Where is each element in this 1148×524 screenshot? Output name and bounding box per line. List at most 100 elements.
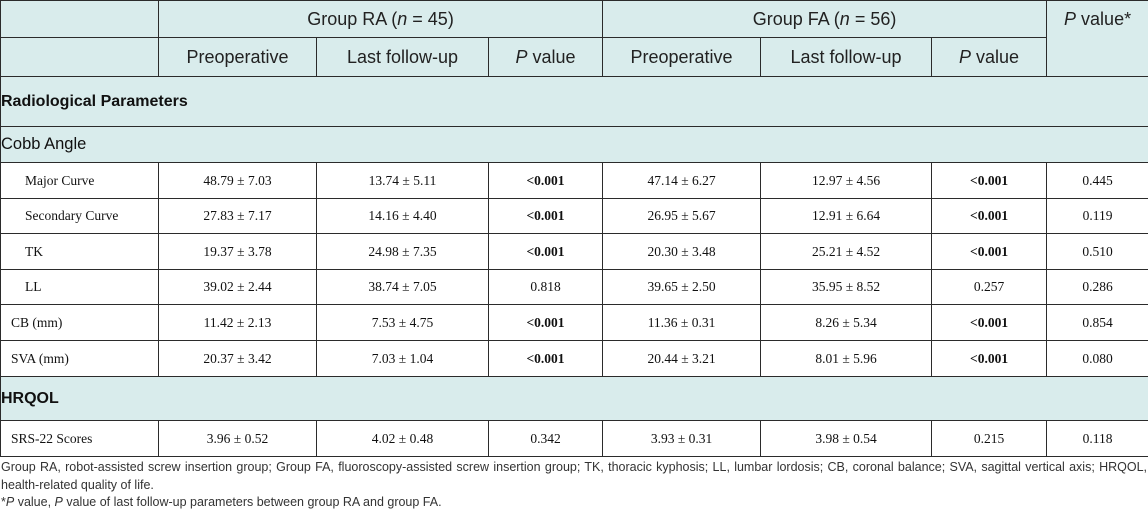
ra-last-followup-cell: 7.03 ± 1.04 [316,340,489,377]
ra-preoperative-cell: 11.42 ± 2.13 [158,304,317,341]
header-row-groups: Group RA (n = 45) Group FA (n = 56) P va… [0,0,1148,77]
header-fa-last-followup: Last follow-up [760,37,933,77]
fa-preoperative-cell: 26.95 ± 5.67 [602,198,762,234]
row-label: TK [0,233,159,270]
table-row: TK 19.37 ± 3.78 24.98 ± 7.35 <0.001 20.3… [0,233,1148,270]
group-fa-suffix: = 56) [849,8,897,29]
section-hrqol: HRQOL [0,376,1148,421]
ra-p-italic: P [515,46,528,67]
row-label: LL [0,269,159,305]
row-label: Major Curve [0,162,159,199]
ra-last-followup-cell: 13.74 ± 5.11 [316,162,489,199]
header-ra-preoperative: Preoperative [158,37,317,77]
fa-preoperative-cell: 20.30 ± 3.48 [602,233,762,270]
header-empty-cell-2 [0,37,159,77]
ra-last-followup-cell: 4.02 ± 0.48 [316,420,489,457]
group-ra-suffix: = 45) [407,8,454,29]
ra-p-value-cell: 0.342 [487,420,604,457]
ra-preoperative-cell: 20.37 ± 3.42 [158,340,317,377]
ra-last-followup-cell: 14.16 ± 4.40 [316,198,489,234]
group-ra-n: n [397,8,408,29]
between-group-p-cell: 0.854 [1046,304,1148,341]
footnote-rest: value of last follow-up parameters betwe… [62,495,442,509]
fa-p-value-cell: <0.001 [931,304,1048,341]
footnote-p-value: *P value, P value of last follow-up para… [1,494,1147,512]
table-row: SVA (mm) 20.37 ± 3.42 7.03 ± 1.04 <0.001… [0,340,1148,377]
row-label: SRS-22 Scores [0,420,159,457]
fa-last-followup-cell: 12.91 ± 6.64 [760,198,933,234]
header-empty-cell [0,0,159,38]
fa-p-value-cell: <0.001 [931,233,1048,270]
header-group-ra: Group RA (n = 45) [157,0,604,38]
group-ra-prefix: Group RA ( [307,8,398,29]
table-row: Major Curve 48.79 ± 7.03 13.74 ± 5.11 <0… [0,162,1148,199]
ra-preoperative-cell: 27.83 ± 7.17 [158,198,317,234]
fa-p-value-cell: 0.257 [931,269,1048,305]
between-group-p-cell: 0.080 [1046,340,1148,377]
ra-p-value-text: value [527,46,576,67]
row-label: CB (mm) [0,304,159,341]
footnote-star: * [1,495,6,509]
footnote-p1: P [5,495,15,509]
section-radiological-row: Radiological Parameters [0,76,1148,127]
section-radiological-parameters: Radiological Parameters [0,76,1148,127]
footnote-p2: P [54,495,63,509]
group-fa-n: n [839,8,850,29]
ra-last-followup-cell: 24.98 ± 7.35 [316,233,489,270]
table-row: LL 39.02 ± 2.44 38.74 ± 7.05 0.818 39.65… [0,269,1148,305]
section-cobb-angle: Cobb Angle [0,126,1148,163]
fa-last-followup-cell: 12.97 ± 4.56 [760,162,933,199]
fa-last-followup-cell: 8.01 ± 5.96 [760,340,933,377]
fa-p-value-cell: 0.215 [931,420,1048,457]
fa-p-italic: P [959,46,972,67]
ra-preoperative-cell: 19.37 ± 3.78 [158,233,317,270]
header-fa-preoperative: Preoperative [602,37,762,77]
fa-last-followup-cell: 25.21 ± 4.52 [760,233,933,270]
header-p-rest: value* [1076,9,1132,29]
fa-preoperative-cell: 3.93 ± 0.31 [602,420,762,457]
ra-last-followup-cell: 7.53 ± 4.75 [316,304,489,341]
fa-last-followup-cell: 3.98 ± 0.54 [760,420,933,457]
header-ra-last-followup: Last follow-up [316,37,489,77]
ra-last-followup-cell: 38.74 ± 7.05 [316,269,489,305]
ra-p-value-cell: <0.001 [487,304,604,341]
ra-p-value-cell: <0.001 [487,162,604,199]
fa-last-followup-cell: 35.95 ± 8.52 [760,269,933,305]
group-fa-prefix: Group FA ( [752,8,840,29]
row-label: SVA (mm) [0,340,159,377]
fa-preoperative-cell: 39.65 ± 2.50 [602,269,762,305]
section-cobb-row: Cobb Angle [0,126,1148,163]
fa-preoperative-cell: 20.44 ± 3.21 [602,340,762,377]
fa-p-value-text: value [971,46,1020,67]
ra-p-value-cell: <0.001 [487,340,604,377]
header-group-fa: Group FA (n = 56) [602,0,1048,38]
table-row: Secondary Curve 27.83 ± 7.17 14.16 ± 4.4… [0,198,1148,234]
row-label: Secondary Curve [0,198,159,234]
header-p-value-overall: P value* [1046,0,1148,77]
ra-p-value-cell: <0.001 [487,198,604,234]
section-hrqol-row: HRQOL [0,376,1148,421]
fa-preoperative-cell: 11.36 ± 0.31 [602,304,762,341]
fa-last-followup-cell: 8.26 ± 5.34 [760,304,933,341]
footnote-abbreviations: Group RA, robot-assisted screw insertion… [1,460,1147,492]
header-ra-p-value: P value [487,37,604,77]
fa-p-value-cell: <0.001 [931,198,1048,234]
header-row-columns: Preoperative Last follow-up P value Preo… [0,37,1148,77]
fa-preoperative-cell: 47.14 ± 6.27 [602,162,762,199]
table-row: SRS-22 Scores 3.96 ± 0.52 4.02 ± 0.48 0.… [0,420,1148,457]
ra-preoperative-cell: 48.79 ± 7.03 [158,162,317,199]
header-p-italic: P [1064,9,1077,29]
between-group-p-cell: 0.119 [1046,198,1148,234]
table-footnotes: Group RA, robot-assisted screw insertion… [1,459,1147,512]
results-table: Group RA (n = 45) Group FA (n = 56) P va… [0,0,1148,457]
between-group-p-cell: 0.286 [1046,269,1148,305]
between-group-p-cell: 0.445 [1046,162,1148,199]
fa-p-value-cell: <0.001 [931,340,1048,377]
table-row: CB (mm) 11.42 ± 2.13 7.53 ± 4.75 <0.001 … [0,304,1148,341]
fa-p-value-cell: <0.001 [931,162,1048,199]
between-group-p-cell: 0.118 [1046,420,1148,457]
footnote-mid: value, [14,495,55,509]
between-group-p-cell: 0.510 [1046,233,1148,270]
ra-p-value-cell: 0.818 [487,269,604,305]
ra-preoperative-cell: 39.02 ± 2.44 [158,269,317,305]
